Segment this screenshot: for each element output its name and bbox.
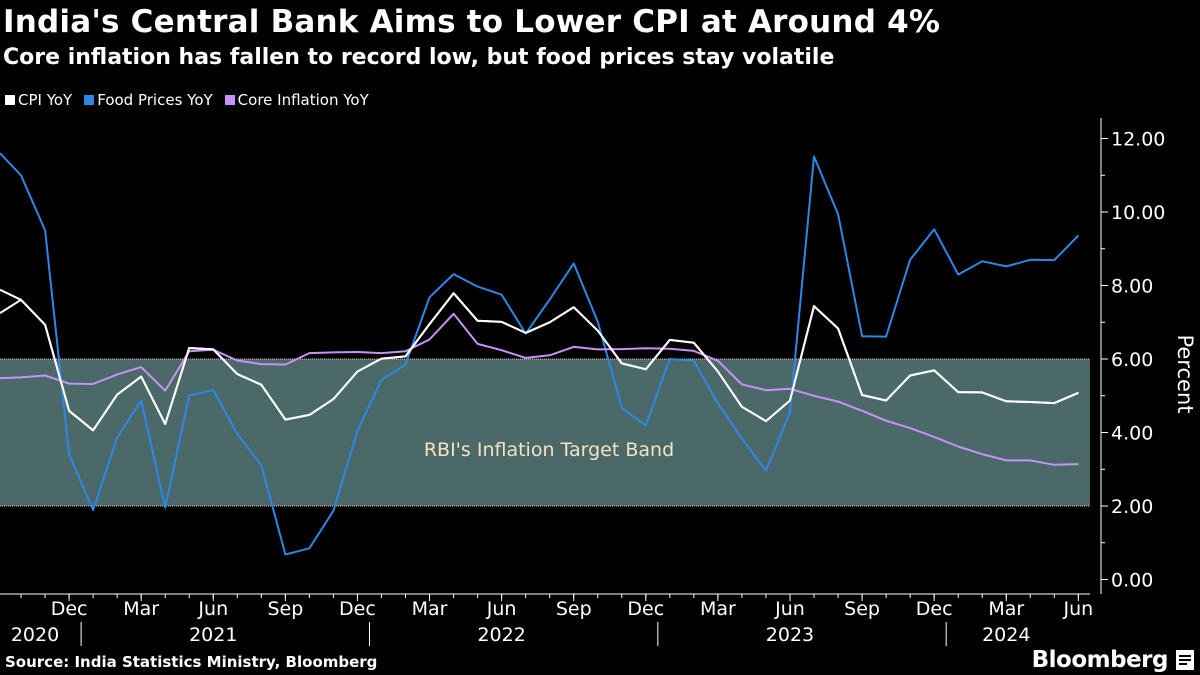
year-label: 2024 bbox=[982, 624, 1030, 646]
x-tick-label: Mar bbox=[988, 598, 1024, 620]
series-line-core bbox=[0, 312, 1079, 466]
x-tick-label: Mar bbox=[700, 598, 736, 620]
x-tick-label: Jun bbox=[774, 598, 805, 620]
x-tick-label: Mar bbox=[123, 598, 159, 620]
x-tick-label: Jun bbox=[486, 598, 517, 620]
x-tick-label: Jun bbox=[1063, 598, 1094, 620]
x-tick-label: Sep bbox=[844, 598, 880, 620]
x-tick-label: Sep bbox=[556, 598, 592, 620]
year-label: 2023 bbox=[766, 624, 814, 646]
legend: CPI YoY Food Prices YoY Core Inflation Y… bbox=[5, 91, 381, 109]
y-axis-label: Percent bbox=[1173, 334, 1197, 413]
legend-label-cpi: CPI YoY bbox=[18, 91, 73, 109]
x-tick-label: Mar bbox=[412, 598, 448, 620]
x-tick-label: Dec bbox=[627, 598, 664, 620]
y-tick-label: 0.00 bbox=[1111, 570, 1153, 592]
legend-label-food: Food Prices YoY bbox=[97, 91, 213, 109]
source-note: Source: India Statistics Ministry, Bloom… bbox=[5, 653, 378, 671]
target-band bbox=[0, 359, 1090, 506]
legend-swatch-cpi bbox=[5, 95, 15, 105]
y-tick-label: 4.00 bbox=[1111, 423, 1153, 445]
y-tick-label: 10.00 bbox=[1111, 202, 1165, 224]
year-label: 2022 bbox=[477, 624, 525, 646]
y-tick-label: 12.00 bbox=[1111, 129, 1165, 151]
legend-item-food: Food Prices YoY bbox=[84, 91, 213, 109]
bloomberg-terminal-icon bbox=[1176, 650, 1194, 670]
year-label: 2020 bbox=[11, 624, 59, 646]
series-line-cpi-top bbox=[0, 292, 1079, 432]
legend-swatch-core bbox=[224, 95, 235, 105]
legend-swatch-food bbox=[84, 95, 95, 105]
x-tick-label: Dec bbox=[916, 598, 953, 620]
year-label: 2021 bbox=[189, 624, 237, 646]
y-tick-label: 6.00 bbox=[1111, 349, 1153, 371]
y-tick-label: 8.00 bbox=[1111, 276, 1153, 298]
bloomberg-logo: Bloomberg bbox=[1031, 647, 1169, 673]
chart-subtitle: Core inflation has fallen to record low,… bbox=[3, 45, 835, 70]
chart-title: India's Central Bank Aims to Lower CPI a… bbox=[3, 4, 941, 40]
legend-label-core: Core Inflation YoY bbox=[237, 91, 369, 109]
x-tick-label: Dec bbox=[51, 598, 88, 620]
legend-item-core: Core Inflation YoY bbox=[224, 91, 369, 109]
series-line-food bbox=[0, 152, 1080, 556]
target-band-label: RBI's Inflation Target Band bbox=[424, 439, 674, 461]
x-tick-label: Jun bbox=[197, 598, 228, 620]
x-tick-label: Dec bbox=[339, 598, 376, 620]
legend-item-cpi: CPI YoY bbox=[5, 91, 72, 109]
y-tick-label: 2.00 bbox=[1111, 496, 1153, 518]
x-tick-label: Sep bbox=[267, 598, 303, 620]
